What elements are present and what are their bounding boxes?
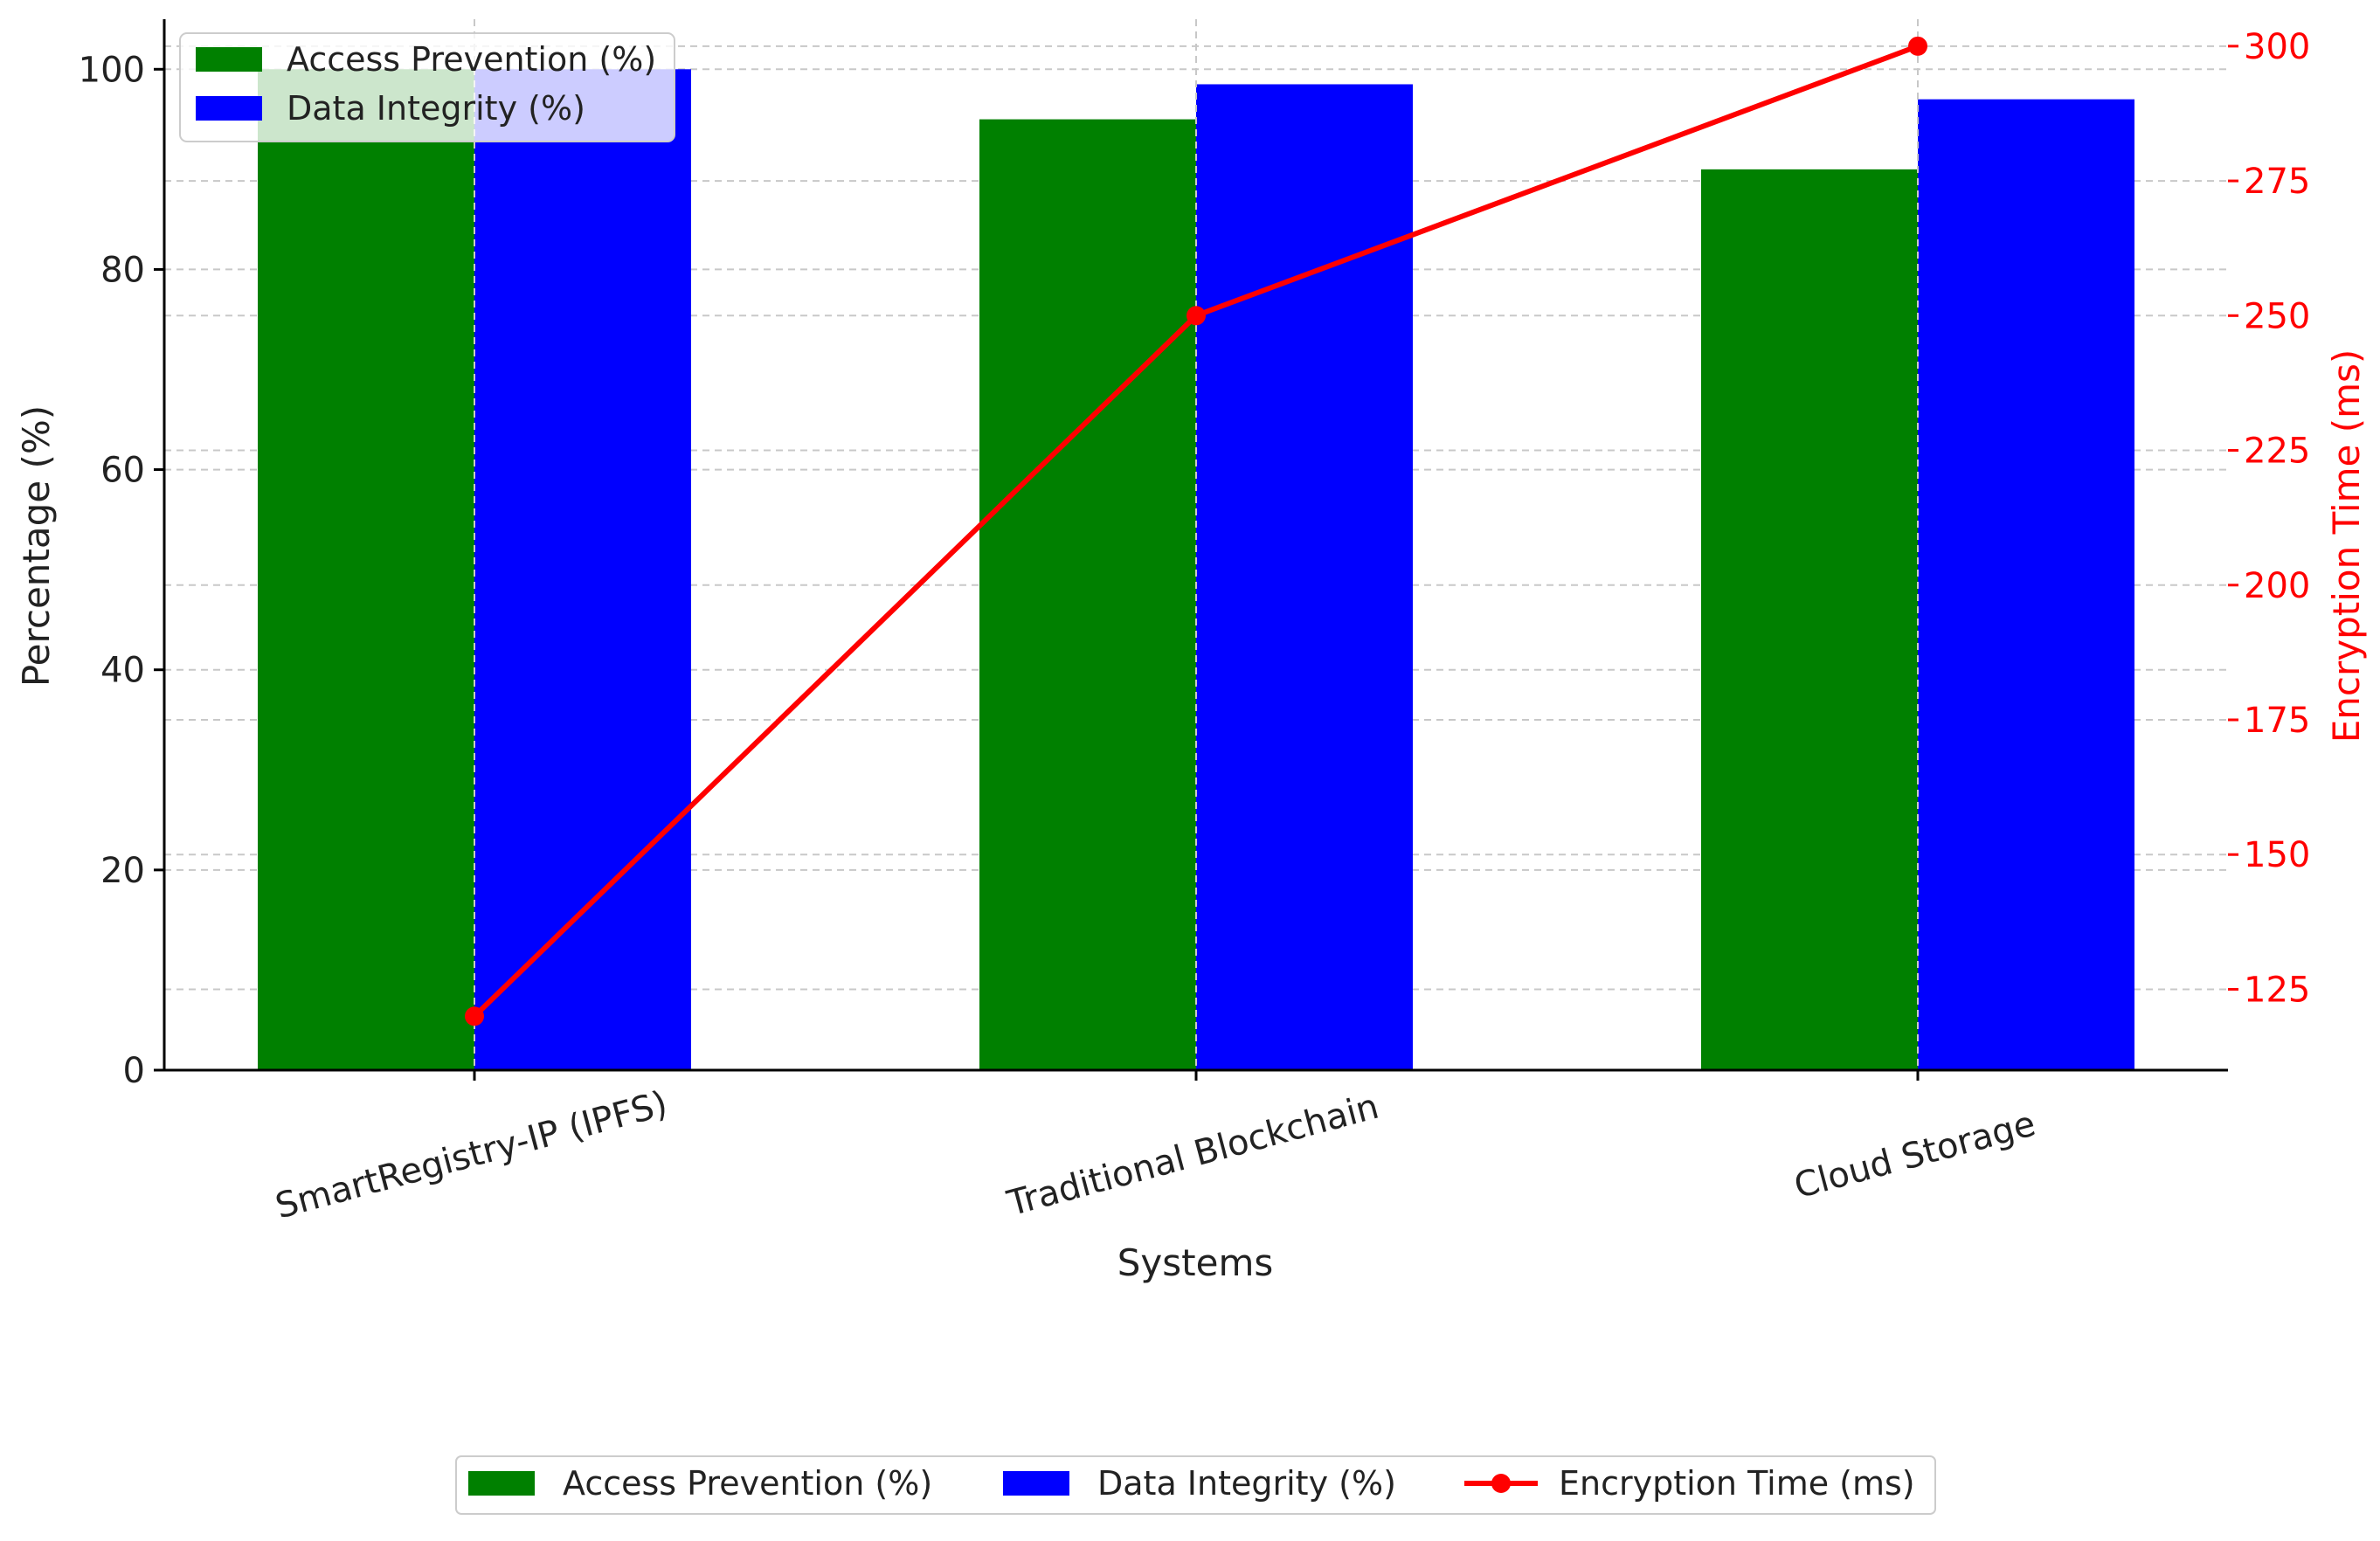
legend-inner-label-0: Access Prevention (%) bbox=[287, 40, 656, 79]
x-axis-title: Systems bbox=[1117, 1241, 1274, 1284]
bar-data-integrity-0 bbox=[474, 69, 691, 1070]
legend-outer-label-1: Data Integrity (%) bbox=[1097, 1464, 1396, 1503]
vertical-grid-lines bbox=[474, 19, 1919, 1070]
y-tick-label-80: 80 bbox=[100, 250, 145, 290]
y-tick-label-20: 20 bbox=[100, 851, 145, 891]
encryption-time-line bbox=[465, 36, 1927, 1026]
y2-tick-label-275: 275 bbox=[2244, 162, 2310, 202]
encryption-time-point-0 bbox=[465, 1006, 484, 1026]
legend-inner: Access Prevention (%) Data Integrity (%) bbox=[179, 32, 675, 142]
y2-tick-label-250: 250 bbox=[2244, 296, 2310, 336]
legend-inner-label-1: Data Integrity (%) bbox=[287, 89, 585, 128]
legend-outer-swatch-1 bbox=[1003, 1471, 1069, 1496]
x-tick-label-2: Cloud Storage bbox=[1790, 1104, 2040, 1207]
y-axis-title: Percentage (%) bbox=[15, 405, 58, 687]
y2-tick-label-225: 225 bbox=[2244, 432, 2310, 472]
y-tick-label-0: 0 bbox=[123, 1051, 145, 1091]
legend-outer-label-0: Access Prevention (%) bbox=[563, 1464, 932, 1503]
x-tick-label-1: Traditional Blockchain bbox=[1002, 1087, 1382, 1225]
bar-access-prevention-0 bbox=[258, 69, 474, 1070]
y-tick-label-100: 100 bbox=[79, 50, 145, 90]
legend-inner-swatch-0 bbox=[196, 47, 262, 72]
x-tick-label-0: SmartRegistry-IP (IPFS) bbox=[272, 1083, 672, 1227]
legend-outer-marker-2 bbox=[1491, 1474, 1511, 1493]
y2-tick-label-200: 200 bbox=[2244, 566, 2310, 606]
legend-outer-frame bbox=[455, 1455, 1936, 1515]
legend-inner-swatch-1 bbox=[196, 96, 262, 121]
legend-inner-frame bbox=[179, 32, 675, 142]
bar-data-integrity-1 bbox=[1196, 84, 1413, 1070]
legend-outer: Access Prevention (%) Data Integrity (%) E… bbox=[455, 1455, 1936, 1515]
y2-tick-label-125: 125 bbox=[2244, 970, 2310, 1010]
legend-outer-swatch-0 bbox=[468, 1471, 535, 1496]
bar-data-integrity-2 bbox=[1918, 99, 2134, 1071]
encryption-time-point-1 bbox=[1187, 306, 1206, 326]
y-tick-label-40: 40 bbox=[100, 651, 145, 691]
y2-tick-label-175: 175 bbox=[2244, 701, 2310, 741]
legend-outer-label-2: Encryption Time (ms) bbox=[1559, 1464, 1915, 1503]
y2-tick-label-150: 150 bbox=[2244, 835, 2310, 875]
y-tick-label-60: 60 bbox=[100, 451, 145, 491]
y2-tick-label-300: 300 bbox=[2244, 27, 2310, 67]
encryption-time-point-2 bbox=[1908, 36, 1927, 56]
bar-access-prevention-2 bbox=[1701, 169, 1918, 1070]
bar-access-prevention-1 bbox=[979, 119, 1196, 1071]
y2-axis-title: Encryption Time (ms) bbox=[2325, 349, 2368, 743]
